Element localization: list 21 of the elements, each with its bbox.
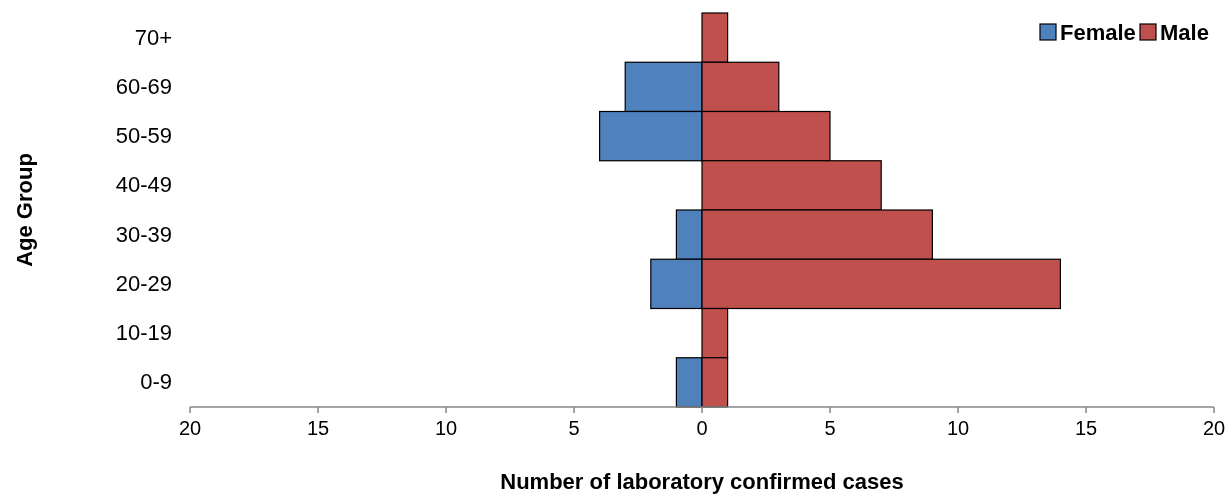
x-tick-label: 20 bbox=[1202, 417, 1226, 439]
y-tick-label: 40-49 bbox=[115, 172, 172, 198]
y-tick-label: 30-39 bbox=[115, 221, 172, 247]
x-tick-label: 5 bbox=[568, 417, 580, 439]
y-axis-title: Age Group bbox=[12, 153, 37, 267]
x-tick-label: 5 bbox=[824, 417, 836, 439]
x-tick-label: 0 bbox=[696, 417, 708, 439]
y-tick-label: 70+ bbox=[134, 24, 172, 50]
y-tick-label: 0-9 bbox=[140, 369, 172, 395]
y-tick-label: 50-59 bbox=[115, 123, 172, 149]
x-tick-label: 15 bbox=[306, 417, 330, 439]
x-tick-label: 10 bbox=[946, 417, 970, 439]
y-tick-label: 60-69 bbox=[115, 73, 172, 99]
x-tick-label: 10 bbox=[434, 417, 458, 439]
legend-label: Male bbox=[1160, 20, 1209, 45]
x-tick-label: 15 bbox=[1074, 417, 1098, 439]
y-tick-label: 10-19 bbox=[115, 320, 172, 346]
x-axis-title: Number of laboratory confirmed cases bbox=[500, 469, 904, 494]
y-tick-label: 20-29 bbox=[115, 270, 172, 296]
legend-label: Female bbox=[1060, 20, 1136, 45]
x-tick-label: 20 bbox=[178, 417, 202, 439]
